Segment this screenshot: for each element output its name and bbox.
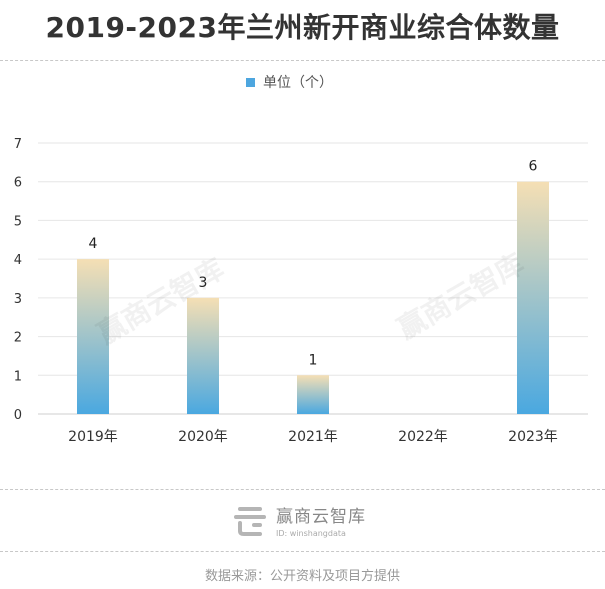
gridlines (38, 142, 588, 415)
bar (517, 181, 549, 414)
x-axis: 2019年 2020年 2021年 2022年 2023年 (68, 429, 558, 445)
legend-swatch (246, 77, 255, 87)
bar (297, 375, 329, 414)
footer-divider-top (0, 489, 605, 490)
bars: 4 3 1 6 (77, 159, 549, 414)
bar-chart: 0 1 2 3 4 5 6 7 4 3 1 6 2019年 2020年 2021年 2022年 2023年 (14, 137, 588, 445)
brand-id: ID: winshangdata (276, 529, 346, 538)
x-tick-label: 2019年 (68, 429, 118, 445)
x-tick-label: 2023年 (508, 429, 558, 445)
bar (187, 297, 219, 414)
data-label: 4 (89, 236, 98, 252)
x-tick-label: 2020年 (178, 429, 228, 445)
y-tick-label: 5 (14, 214, 22, 229)
y-tick-label: 6 (14, 176, 22, 191)
x-tick-label: 2022年 (398, 429, 448, 445)
y-tick-label: 4 (14, 253, 22, 268)
y-axis: 0 1 2 3 4 5 6 7 (14, 137, 22, 423)
x-tick-label: 2021年 (288, 429, 338, 445)
y-tick-label: 1 (14, 369, 22, 384)
legend-label: 单位（个） (263, 75, 333, 91)
chart-title: 2019-2023年兰州新开商业综合体数量 (45, 11, 560, 44)
legend: 单位（个） (246, 72, 333, 92)
data-label: 1 (309, 352, 318, 368)
footer-divider-bottom (0, 551, 605, 552)
data-source: 数据来源：公开资料及项目方提供 (204, 569, 400, 584)
y-tick-label: 0 (14, 408, 22, 423)
title-divider (0, 60, 605, 61)
y-tick-label: 2 (14, 331, 22, 346)
y-tick-label: 7 (14, 137, 22, 152)
brand-logo: 赢商云智库 ID: winshangdata (230, 502, 366, 538)
data-label: 3 (199, 275, 208, 291)
bar (77, 259, 109, 414)
brand-name: 赢商云智库 (276, 507, 366, 527)
y-tick-label: 3 (14, 292, 22, 307)
data-label: 6 (529, 159, 538, 175)
brand-logo-icon (234, 507, 266, 536)
